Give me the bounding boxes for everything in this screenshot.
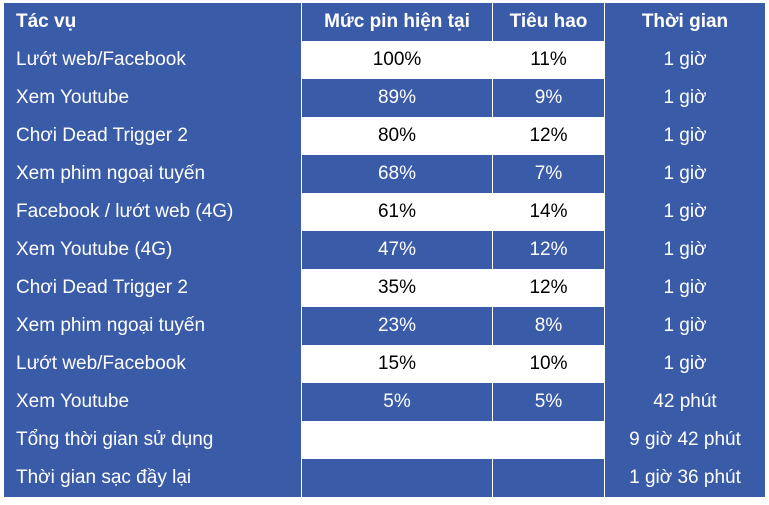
table-row: Chơi Dead Trigger 2 35% 12% 1 giờ (3, 269, 766, 307)
consumption-cell: 8% (492, 307, 605, 345)
header-current-battery: Mức pin hiện tại (301, 3, 493, 41)
table-row: Xem Youtube 89% 9% 1 giờ (3, 79, 766, 117)
battery-test-table: Tác vụ Mức pin hiện tại Tiêu hao Thời gi… (3, 3, 766, 497)
task-cell: Thời gian sạc đầy lại (3, 459, 302, 497)
time-cell: 1 giờ (604, 155, 766, 193)
time-cell: 42 phút (604, 383, 766, 421)
table-row: Lướt web/Facebook 15% 10% 1 giờ (3, 345, 766, 383)
header-time: Thời gian (604, 3, 766, 41)
current-battery-cell: 61% (301, 193, 493, 231)
current-battery-cell: 35% (301, 269, 493, 307)
time-cell: 1 giờ (604, 193, 766, 231)
consumption-cell: 12% (492, 231, 605, 269)
task-cell: Xem Youtube (3, 383, 302, 421)
current-battery-cell (301, 459, 493, 497)
table-row: Chơi Dead Trigger 2 80% 12% 1 giờ (3, 117, 766, 155)
table-row: Xem Youtube (4G) 47% 12% 1 giờ (3, 231, 766, 269)
table-row: Facebook / lướt web (4G) 61% 14% 1 giờ (3, 193, 766, 231)
consumption-cell: 9% (492, 79, 605, 117)
task-cell: Xem Youtube (3, 79, 302, 117)
current-battery-cell (301, 421, 493, 459)
time-cell: 1 giờ (604, 41, 766, 79)
current-battery-cell: 89% (301, 79, 493, 117)
task-cell: Xem phim ngoại tuyến (3, 155, 302, 193)
consumption-cell: 11% (492, 41, 605, 79)
task-cell: Chơi Dead Trigger 2 (3, 117, 302, 155)
current-battery-cell: 80% (301, 117, 493, 155)
table-row: Tổng thời gian sử dụng 9 giờ 42 phút (3, 421, 766, 459)
consumption-cell: 14% (492, 193, 605, 231)
consumption-cell: 10% (492, 345, 605, 383)
consumption-cell: 5% (492, 383, 605, 421)
consumption-cell: 7% (492, 155, 605, 193)
current-battery-cell: 100% (301, 41, 493, 79)
time-cell: 1 giờ 36 phút (604, 459, 766, 497)
task-cell: Chơi Dead Trigger 2 (3, 269, 302, 307)
current-battery-cell: 15% (301, 345, 493, 383)
task-cell: Xem phim ngoại tuyến (3, 307, 302, 345)
table-header-row: Tác vụ Mức pin hiện tại Tiêu hao Thời gi… (3, 3, 766, 41)
task-cell: Lướt web/Facebook (3, 345, 302, 383)
current-battery-cell: 47% (301, 231, 493, 269)
current-battery-cell: 5% (301, 383, 493, 421)
table-body: Lướt web/Facebook 100% 11% 1 giờ Xem Youtube… (3, 41, 766, 497)
time-cell: 1 giờ (604, 231, 766, 269)
time-cell: 1 giờ (604, 307, 766, 345)
table-row: Thời gian sạc đầy lại 1 giờ 36 phút (3, 459, 766, 497)
consumption-cell: 12% (492, 269, 605, 307)
current-battery-cell: 68% (301, 155, 493, 193)
consumption-cell (492, 421, 605, 459)
task-cell: Tổng thời gian sử dụng (3, 421, 302, 459)
table-row: Xem Youtube 5% 5% 42 phút (3, 383, 766, 421)
consumption-cell (492, 459, 605, 497)
time-cell: 1 giờ (604, 345, 766, 383)
consumption-cell: 12% (492, 117, 605, 155)
current-battery-cell: 23% (301, 307, 493, 345)
time-cell: 9 giờ 42 phút (604, 421, 766, 459)
header-consumption: Tiêu hao (492, 3, 605, 41)
task-cell: Lướt web/Facebook (3, 41, 302, 79)
task-cell: Facebook / lướt web (4G) (3, 193, 302, 231)
time-cell: 1 giờ (604, 269, 766, 307)
time-cell: 1 giờ (604, 79, 766, 117)
table-row: Xem phim ngoại tuyến 23% 8% 1 giờ (3, 307, 766, 345)
task-cell: Xem Youtube (4G) (3, 231, 302, 269)
time-cell: 1 giờ (604, 117, 766, 155)
table-row: Lướt web/Facebook 100% 11% 1 giờ (3, 41, 766, 79)
header-task: Tác vụ (3, 3, 302, 41)
table-row: Xem phim ngoại tuyến 68% 7% 1 giờ (3, 155, 766, 193)
